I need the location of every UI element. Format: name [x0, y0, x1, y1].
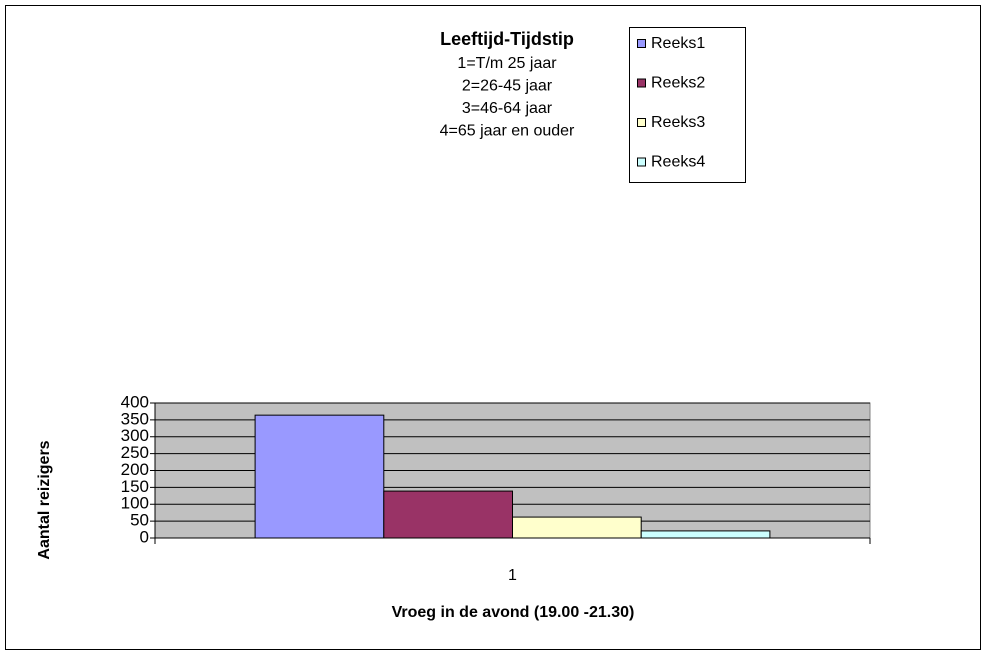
y-tick-label: 200: [121, 460, 149, 479]
chart-title: Leeftijd-Tijdstip: [440, 29, 574, 49]
y-tick-label: 100: [121, 494, 149, 513]
y-tick-label: 300: [121, 426, 149, 445]
legend-swatch: [637, 118, 646, 127]
subtitle-line: 1=T/m 25 jaar: [457, 55, 557, 72]
x-tick-label: 1: [508, 567, 517, 584]
legend-swatch: [637, 39, 646, 48]
y-tick-label: 400: [121, 392, 149, 411]
legend-label: Reeks3: [651, 114, 705, 131]
subtitle-line: 3=46-64 jaar: [462, 100, 553, 117]
subtitle-line: 2=26-45 jaar: [462, 78, 553, 95]
legend-swatch: [637, 157, 646, 167]
legend-box: [629, 27, 746, 183]
y-tick-label: 50: [130, 511, 149, 530]
chart-border: [5, 5, 981, 650]
y-tick-label: 0: [140, 527, 149, 546]
x-axis-title: Vroeg in de avond (19.00 -21.30): [392, 604, 635, 621]
y-tick-label: 350: [121, 409, 149, 428]
legend-label: Reeks1: [651, 35, 705, 52]
y-tick-label: 250: [121, 443, 149, 462]
bar: [512, 516, 642, 539]
subtitle-line: 4=65 jaar en ouder: [440, 123, 575, 140]
legend-label: Reeks2: [651, 75, 705, 92]
bar: [383, 490, 513, 539]
bar: [254, 414, 385, 539]
bar: [640, 530, 771, 539]
y-tick-label: 150: [121, 477, 149, 496]
legend-label: Reeks4: [651, 154, 705, 171]
legend-swatch: [637, 78, 646, 88]
y-axis-title: Aantal reizigers: [36, 440, 53, 559]
